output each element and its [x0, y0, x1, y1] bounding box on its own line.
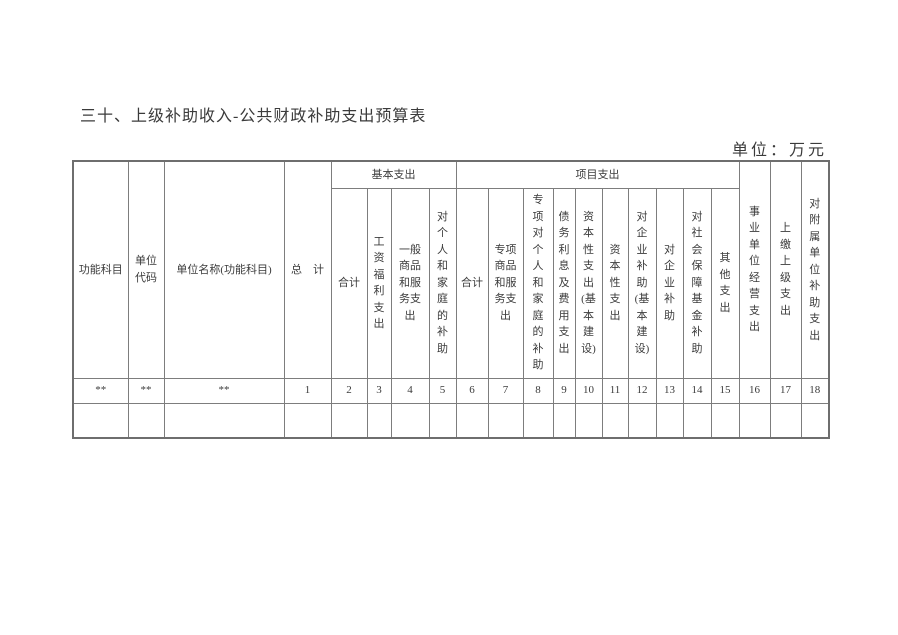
col-header-other-expenditure: 其 他 支 出 [710, 187, 740, 379]
col-header-enterprise-subsidy-basic-construction: 对 企 业 补 助 (基 本 建 设) [627, 187, 657, 379]
code-cell: 10 [574, 377, 603, 404]
code-cell: ** [163, 377, 285, 404]
col-header-debt-interest-fee: 债 务 利 息 及 费 用 支 出 [552, 187, 576, 379]
col-header-institution-operating: 事 业 单 位 经 营 支 出 [738, 160, 771, 379]
empty-data-row [72, 402, 830, 439]
code-cell: 14 [682, 377, 712, 404]
empty-cell [330, 402, 368, 439]
code-cell: 1 [283, 377, 332, 404]
code-cell: 6 [455, 377, 489, 404]
col-header-unit-code: 单位 代码 [127, 160, 165, 379]
group-header-basic-expenditure: 基本支出 [330, 160, 457, 189]
col-header-project-total: 合计 [455, 187, 489, 379]
col-header-enterprise-subsidy: 对 企 业 补 助 [655, 187, 684, 379]
empty-cell [428, 402, 457, 439]
empty-cell [552, 402, 576, 439]
group-header-project-expenditure: 项目支出 [455, 160, 740, 189]
col-header-general-goods-services: 一般 商品 和服 务支 出 [390, 187, 430, 379]
col-header-individual-family-subsidy: 对 个 人 和 家 庭 的 补 助 [428, 187, 457, 379]
header-group-row: 功能科目 单位 代码 单位名称(功能科目) 总 计 基本支出 项目支出 事 业 … [72, 160, 830, 379]
code-cell: 7 [487, 377, 524, 404]
code-cell: 12 [627, 377, 657, 404]
code-cell: ** [72, 377, 129, 404]
col-header-special-individual-family-subsidy: 专 项 对 个 人 和 家 庭 的 补 助 [522, 187, 554, 379]
col-header-special-goods-services: 专项 商品 和服 务支 出 [487, 187, 524, 379]
code-cell: 16 [738, 377, 771, 404]
empty-cell [769, 402, 802, 439]
code-cell: 5 [428, 377, 457, 404]
empty-cell [627, 402, 657, 439]
code-cell: 18 [800, 377, 830, 404]
code-cell: 15 [710, 377, 740, 404]
empty-cell [366, 402, 392, 439]
empty-cell [283, 402, 332, 439]
empty-cell [574, 402, 603, 439]
col-header-affiliated-unit-subsidy: 对 附 属 单 位 补 助 支 出 [800, 160, 830, 379]
col-header-social-security-fund-subsidy: 对 社 会 保 障 基 金 补 助 [682, 187, 712, 379]
col-header-superior-remittance: 上 缴 上 级 支 出 [769, 160, 802, 379]
col-header-basic-total: 合计 [330, 187, 368, 379]
code-cell: 3 [366, 377, 392, 404]
empty-cell [655, 402, 684, 439]
empty-cell [682, 402, 712, 439]
code-cell: 13 [655, 377, 684, 404]
col-header-unit-name: 单位名称(功能科目) [163, 160, 285, 379]
column-code-row: ** ** ** 1 2 3 4 5 6 7 8 9 10 11 12 13 1… [72, 377, 830, 404]
col-header-capital-basic-construction: 资 本 性 支 出 (基 本 建 设) [574, 187, 603, 379]
empty-cell [800, 402, 830, 439]
unit-label: 单位：万元 [732, 142, 828, 159]
code-cell: 11 [601, 377, 629, 404]
code-cell: 2 [330, 377, 368, 404]
empty-cell [487, 402, 524, 439]
empty-cell [601, 402, 629, 439]
code-cell: 9 [552, 377, 576, 404]
empty-cell [710, 402, 740, 439]
empty-cell [390, 402, 430, 439]
col-header-capital: 资 本 性 支 出 [601, 187, 629, 379]
empty-cell [72, 402, 129, 439]
budget-table: 功能科目 单位 代码 单位名称(功能科目) 总 计 基本支出 项目支出 事 业 … [72, 160, 830, 439]
empty-cell [127, 402, 165, 439]
empty-cell [163, 402, 285, 439]
code-cell: 8 [522, 377, 554, 404]
page-title: 三十、上级补助收入-公共财政补助支出预算表 [80, 108, 427, 125]
code-cell: 17 [769, 377, 802, 404]
col-header-function-subject: 功能科目 [72, 160, 129, 379]
empty-cell [455, 402, 489, 439]
code-cell: 4 [390, 377, 430, 404]
code-cell: ** [127, 377, 165, 404]
empty-cell [522, 402, 554, 439]
col-header-grand-total: 总 计 [283, 160, 332, 379]
empty-cell [738, 402, 771, 439]
header-detail-row: 合计 工 资 福 利 支 出 一般 商品 和服 务支 出 对 个 人 和 家 庭… [73, 187, 829, 379]
col-header-wage-welfare: 工 资 福 利 支 出 [366, 187, 392, 379]
